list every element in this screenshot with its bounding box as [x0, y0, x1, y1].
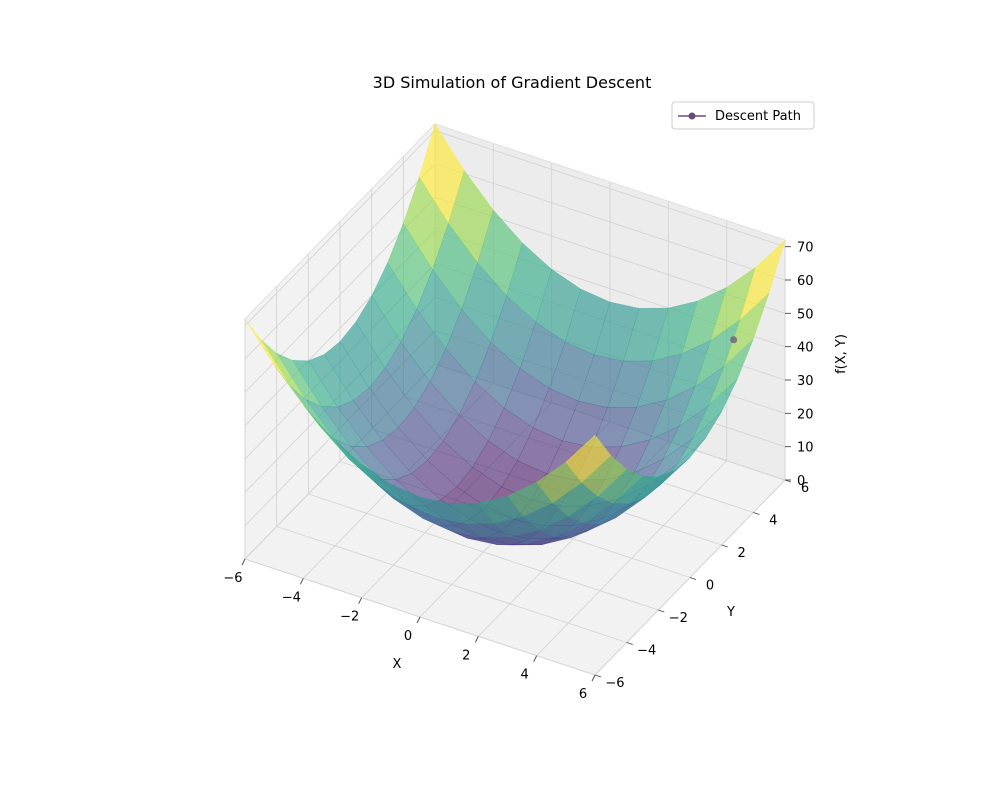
x-tick-label: −2 [340, 610, 359, 625]
y-tick-mark [594, 674, 602, 678]
y-axis-label: Y [726, 605, 735, 620]
y-tick-label: −6 [605, 676, 624, 691]
surface-plot [244, 123, 786, 546]
x-tick-mark [533, 655, 538, 662]
y-tick-label: 0 [706, 579, 714, 594]
grid-line-z [434, 130, 786, 248]
legend-label: Descent Path [715, 109, 801, 124]
y-tick-label: 2 [738, 546, 746, 561]
y-tick-mark [689, 577, 697, 580]
surface-facet [565, 434, 612, 483]
y-tick-label: −4 [637, 644, 656, 659]
surface-facet [676, 411, 722, 466]
surface-facet [723, 292, 770, 367]
x-tick-mark [358, 597, 363, 604]
y-tick-label: −2 [669, 611, 688, 626]
z-tick-label: 40 [797, 341, 814, 356]
x-axis-label: X [393, 657, 402, 672]
grid-line-z [244, 163, 436, 360]
grid-line-z [434, 163, 786, 281]
z-tick-label: 30 [797, 374, 814, 389]
grid-line-y [308, 493, 659, 611]
z-tick-label: 20 [797, 407, 814, 422]
x-tick-mark [474, 636, 479, 643]
x-tick-label: 0 [404, 629, 412, 644]
x-tick-mark [416, 616, 421, 624]
x-tick-label: −4 [282, 590, 301, 605]
x-tick-label: 6 [579, 687, 587, 702]
x-tick-mark [591, 674, 596, 682]
y-tick-label: 6 [801, 481, 809, 496]
chart-title: 3D Simulation of Gradient Descent [373, 73, 652, 92]
y-tick-label: 4 [769, 514, 777, 529]
y-tick-mark [721, 544, 728, 548]
z-axis-label: f(X, Y) [834, 334, 849, 374]
z-tick-label: 0 [797, 474, 805, 489]
x-tick-label: 4 [521, 668, 529, 683]
x-tick-label: −6 [223, 571, 242, 586]
legend-marker-swatch [688, 112, 696, 120]
grid-line-y [276, 526, 627, 643]
x-tick-label: 2 [462, 648, 470, 663]
descent-path-point [730, 336, 738, 344]
descent-path [730, 336, 738, 344]
grid-line-z [244, 130, 436, 326]
y-tick-mark [626, 642, 633, 645]
legend: Descent Path [671, 101, 815, 130]
z-tick-label: 50 [797, 307, 814, 322]
z-tick-label: 10 [797, 441, 814, 456]
y-tick-mark [753, 512, 760, 515]
x-tick-mark [241, 558, 246, 566]
y-tick-mark [658, 609, 665, 613]
z-tick-label: 60 [797, 274, 814, 289]
z-tick-label: 70 [797, 241, 814, 256]
legend-frame [671, 101, 815, 130]
x-tick-mark [299, 578, 304, 585]
